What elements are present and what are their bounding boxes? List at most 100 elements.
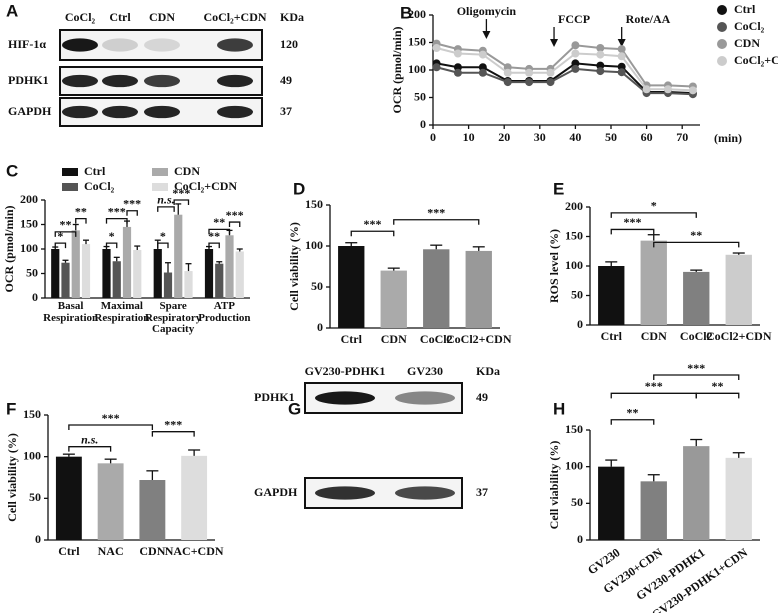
y-tick-label: 0 — [577, 317, 583, 331]
point — [571, 49, 580, 58]
point — [478, 68, 487, 77]
y-tick-label: 50 — [311, 279, 323, 293]
size-label: 49 — [280, 73, 292, 87]
y-axis-label: ROS level (%) — [547, 229, 561, 303]
panel-label: F — [6, 399, 16, 418]
y-tick-label: 100 — [23, 448, 41, 462]
legend-marker — [717, 22, 727, 32]
protein-label: HIF-1α — [8, 37, 46, 51]
point — [453, 68, 462, 77]
legend-label: CoCl₂+CDN — [734, 53, 778, 67]
bar — [55, 456, 82, 540]
significance-bracket — [105, 242, 118, 249]
y-tick-label: 0 — [317, 320, 323, 334]
y-tick-label: 50 — [571, 495, 583, 509]
y-tick-label: 150 — [408, 34, 426, 48]
blot-band — [62, 105, 98, 119]
bar — [174, 214, 183, 298]
bar — [465, 250, 492, 328]
panel-label: H — [553, 399, 565, 418]
bar — [181, 455, 208, 540]
bar — [598, 466, 625, 540]
annotation: FCCP — [558, 12, 590, 26]
significance-bracket — [653, 374, 740, 380]
y-tick-label: 100 — [565, 258, 583, 272]
point — [596, 44, 605, 52]
y-tick-label: 150 — [305, 197, 323, 211]
size-label: 120 — [280, 37, 298, 51]
significance-bracket — [350, 230, 395, 237]
x-tick-label-text: Spare Respiratory Capacity — [145, 301, 202, 336]
point — [525, 78, 534, 87]
legend-label: CoCl₂ — [84, 179, 115, 193]
bar — [725, 254, 752, 325]
blot-band — [217, 74, 253, 88]
significance-label: * — [109, 229, 115, 243]
significance-bracket — [54, 231, 77, 237]
y-tick-label: 150 — [23, 407, 41, 421]
y-axis-label: OCR (pmol/min) — [390, 26, 404, 113]
size-label: 37 — [476, 485, 488, 499]
point — [503, 78, 512, 87]
significance-label: n.s. — [81, 432, 98, 446]
significance-label: ** — [75, 204, 87, 218]
significance-bracket — [393, 219, 480, 225]
significance-bracket — [208, 228, 231, 235]
legend-label: CoCl₂+CDN — [174, 179, 237, 193]
point — [663, 85, 672, 94]
significance-bracket — [105, 217, 128, 224]
arrow-head — [482, 31, 491, 39]
significance-label: *** — [123, 197, 141, 211]
x-tick-label-text: Maximal Respiration — [94, 301, 150, 324]
blot-band — [62, 38, 98, 52]
x-tick-label: NAC — [98, 544, 124, 558]
point — [503, 68, 512, 77]
significance-label: * — [57, 229, 63, 243]
point — [617, 45, 626, 54]
x-tick-label: CoCl2 — [680, 329, 713, 343]
significance-bracket — [610, 212, 697, 218]
y-tick-label: 0 — [35, 532, 41, 546]
significance-label: * — [651, 199, 657, 213]
blot-band — [144, 105, 180, 119]
bar — [184, 271, 193, 298]
unit-label: KDa — [476, 364, 500, 378]
legend-label: Ctrl — [734, 2, 756, 16]
protein-label: PDHK1 — [8, 73, 49, 87]
bar — [112, 261, 121, 298]
blot-band — [102, 105, 138, 119]
y-tick-label: 100 — [20, 241, 38, 255]
bar — [51, 249, 60, 298]
legend-swatch — [62, 183, 78, 191]
significance-label: ** — [712, 379, 724, 393]
point — [432, 44, 441, 52]
point — [478, 50, 487, 59]
legend-label: Ctrl — [84, 164, 106, 178]
x-tick-label: Ctrl — [341, 332, 363, 346]
significance-label: ** — [60, 218, 72, 232]
y-axis-label: Cell viability (%) — [547, 441, 561, 530]
y-axis-label: Cell viability (%) — [287, 222, 301, 311]
point — [596, 61, 605, 70]
bar — [640, 240, 667, 325]
legend-swatch — [62, 168, 78, 176]
significance-label: ** — [690, 228, 702, 242]
y-tick-label: 200 — [20, 192, 38, 206]
significance-label: *** — [226, 208, 244, 222]
bar — [640, 481, 667, 540]
annotation: Oligomycin — [457, 4, 517, 18]
y-tick-label: 50 — [414, 89, 426, 103]
bar — [683, 446, 710, 540]
bar — [97, 463, 124, 540]
point — [571, 64, 580, 73]
y-tick-label: 50 — [571, 287, 583, 301]
blot-band — [102, 38, 138, 52]
blot-band — [217, 105, 253, 119]
y-tick-label: 50 — [26, 265, 38, 279]
bar — [71, 230, 80, 298]
point — [453, 49, 462, 58]
x-tick-label: CDN — [381, 332, 407, 346]
significance-label: *** — [624, 215, 642, 229]
x-tick-label: 50 — [605, 130, 617, 144]
